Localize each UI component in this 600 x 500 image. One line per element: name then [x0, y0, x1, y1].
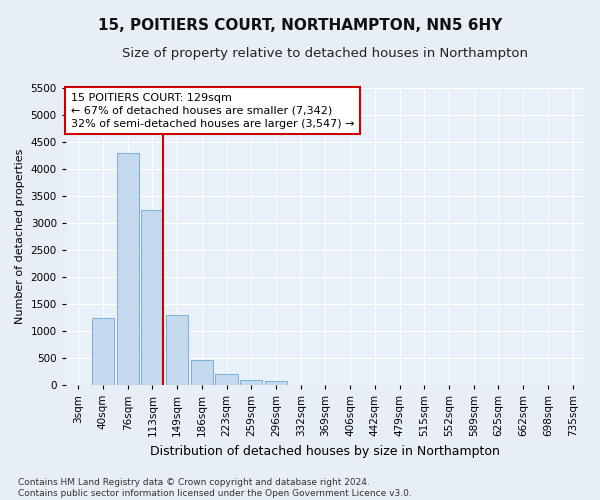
- Bar: [265, 381, 287, 385]
- Bar: [191, 360, 213, 385]
- Bar: [141, 210, 163, 385]
- Text: Contains HM Land Registry data © Crown copyright and database right 2024.
Contai: Contains HM Land Registry data © Crown c…: [18, 478, 412, 498]
- Bar: [92, 318, 114, 385]
- Y-axis label: Number of detached properties: Number of detached properties: [15, 149, 25, 324]
- Bar: [166, 315, 188, 385]
- Text: 15, POITIERS COURT, NORTHAMPTON, NN5 6HY: 15, POITIERS COURT, NORTHAMPTON, NN5 6HY: [98, 18, 502, 32]
- Bar: [215, 374, 238, 385]
- Bar: [240, 380, 262, 385]
- Text: 15 POITIERS COURT: 129sqm
← 67% of detached houses are smaller (7,342)
32% of se: 15 POITIERS COURT: 129sqm ← 67% of detac…: [71, 92, 355, 129]
- Title: Size of property relative to detached houses in Northampton: Size of property relative to detached ho…: [122, 48, 529, 60]
- Bar: [116, 153, 139, 385]
- X-axis label: Distribution of detached houses by size in Northampton: Distribution of detached houses by size …: [151, 444, 500, 458]
